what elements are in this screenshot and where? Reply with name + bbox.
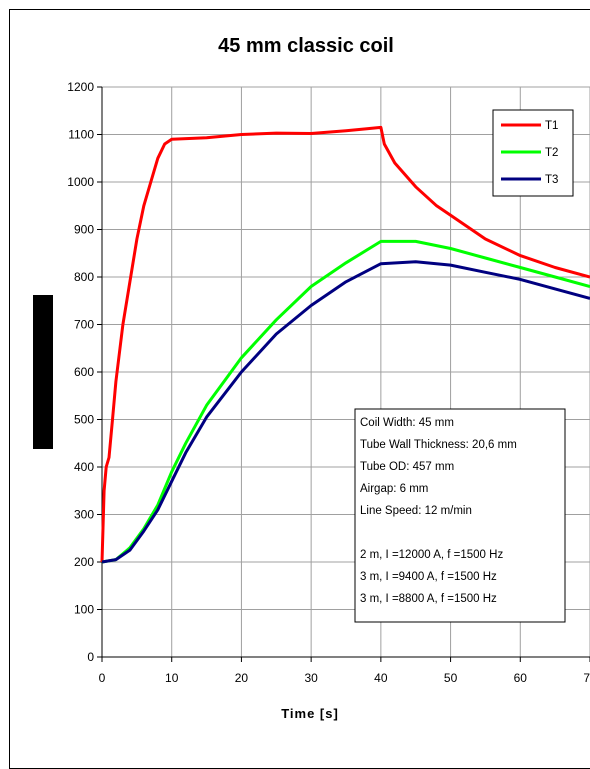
y-tick-label: 0 <box>87 650 94 664</box>
y-tick-label: 600 <box>74 365 94 379</box>
series-line-t1 <box>100 125 590 563</box>
annotation-line: 3 m, I =8800 A, f =1500 Hz <box>360 593 497 605</box>
x-tick-label: 40 <box>374 671 388 685</box>
x-tick-label: 0 <box>99 671 106 685</box>
x-tick-label: 70 <box>583 671 590 685</box>
annotation-line: Tube OD: 457 mm <box>360 461 454 473</box>
annotation-line: 2 m, I =12000 A, f =1500 Hz <box>360 549 503 561</box>
x-tick-labels: 0 10 20 30 40 50 60 70 <box>99 671 590 685</box>
x-tick-label: 50 <box>444 671 458 685</box>
grid <box>102 86 590 657</box>
x-axis-label: Time [s] <box>281 706 339 721</box>
redacted-ylabel-block <box>33 295 53 449</box>
annotation-line: Tube Wall Thickness: 20,6 mm <box>360 439 517 451</box>
y-tick-label: 100 <box>74 603 94 617</box>
y-tick-labels: 0 100 200 300 400 500 600 700 800 900 1000 1100 1200 <box>67 80 94 664</box>
legend: T1 T2 T3 <box>492 109 574 197</box>
series-lines <box>100 125 590 564</box>
annotation-line: Line Speed: 12 m/min <box>360 505 472 517</box>
annotation-line: 3 m, I =9400 A, f =1500 Hz <box>360 571 497 583</box>
legend-entry: T1 <box>545 120 558 132</box>
y-tick-label: 1000 <box>67 175 94 189</box>
annotation-line: Airgap: 6 mm <box>360 483 428 495</box>
y-tick-label: 900 <box>74 223 94 237</box>
y-tick-label: 1100 <box>68 128 94 142</box>
y-tick-label: 1200 <box>67 80 94 94</box>
y-tick-label: 800 <box>74 270 94 284</box>
y-tick-label: 700 <box>74 318 94 332</box>
annotation-line: Coil Width: 45 mm <box>360 417 454 429</box>
y-tick-label: 400 <box>74 460 94 474</box>
x-tick-label: 60 <box>514 671 528 685</box>
series-line-t3 <box>101 260 590 564</box>
y-tick-label: 200 <box>74 555 94 569</box>
x-tick-label: 30 <box>304 671 318 685</box>
annotation-box: Coil Width: 45 mm Tube Wall Thickness: 20… <box>354 408 566 623</box>
x-tick-label: 20 <box>235 671 249 685</box>
legend-entry: T3 <box>545 174 558 186</box>
line-chart: 45 mm classic coil 010020030040050060070… <box>33 35 590 721</box>
y-tick-label: 500 <box>74 413 94 427</box>
chart-title: 45 mm classic coil <box>218 35 394 57</box>
x-tick-label: 10 <box>165 671 179 685</box>
legend-entry: T2 <box>545 147 558 159</box>
annotation-border <box>354 408 566 623</box>
y-tick-label: 300 <box>74 508 94 522</box>
